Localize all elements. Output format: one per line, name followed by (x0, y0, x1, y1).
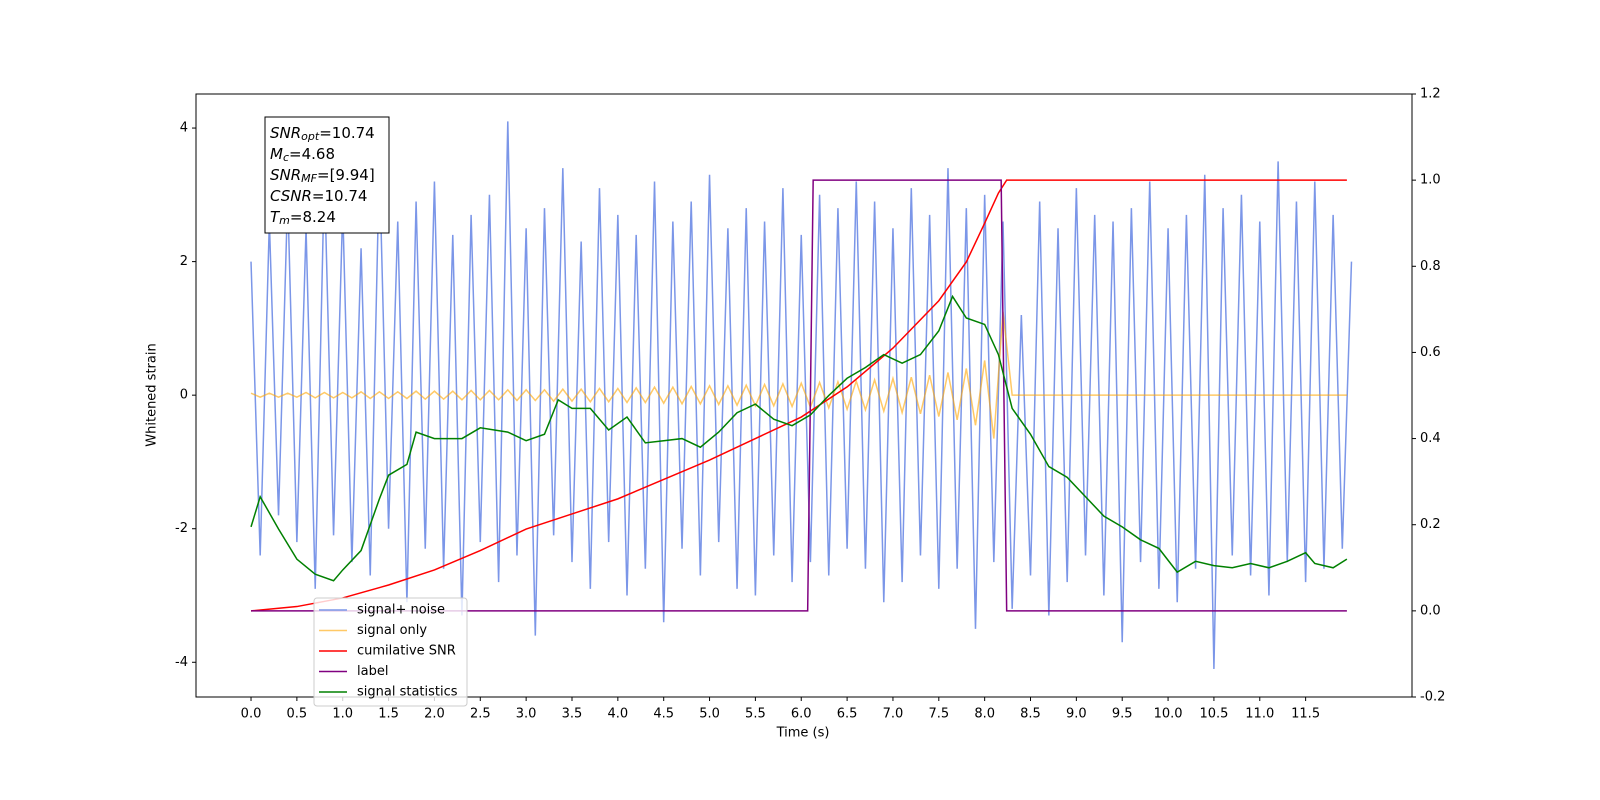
y-tick-label: 2 (180, 254, 188, 269)
y-tick-label: -2 (175, 521, 188, 536)
x-tick-label: 3.5 (562, 707, 583, 722)
x-tick-label: 9.0 (1066, 707, 1087, 722)
series-line (250, 179, 1347, 612)
x-tick-label: 9.5 (1112, 707, 1133, 722)
x-tick-label: 11.5 (1291, 707, 1320, 722)
y2-tick-label: 1.2 (1420, 87, 1441, 102)
y-tick-label: -4 (175, 655, 188, 670)
y-axis-label: Whitened strain (145, 343, 160, 446)
y2-tick-label: 0.0 (1420, 603, 1441, 618)
y2-tick-label: 0.2 (1420, 517, 1441, 532)
x-tick-label: 5.0 (699, 707, 720, 722)
series-line (250, 121, 1353, 669)
legend-label: signal statistics (357, 685, 458, 700)
annotation-box (264, 116, 390, 234)
annotation-sub: MF (301, 172, 317, 185)
series-line (250, 294, 1348, 582)
x-tick-label: 10.0 (1154, 707, 1183, 722)
x-tick-label: 6.0 (791, 707, 812, 722)
x-tick-label: 0.5 (287, 707, 308, 722)
x-tick-label: 11.0 (1245, 707, 1274, 722)
series-line (251, 179, 1347, 612)
y2-tick-label: 0.6 (1420, 345, 1441, 360)
annotation: Mc=4.68 (270, 145, 335, 165)
legend-box (313, 597, 468, 707)
annotation: Tm=8.24 (270, 208, 336, 228)
annotation-suffix: =8.24 (290, 208, 336, 226)
x-tick-label: 8.5 (1020, 707, 1041, 722)
x-tick-label: 7.0 (883, 707, 904, 722)
annotation: SNRopt=10.74 (270, 124, 375, 144)
annotation-text: M (270, 145, 283, 163)
x-tick-label: 1.5 (378, 707, 399, 722)
y2-tick-label: -0.2 (1420, 690, 1445, 705)
annotation-sub: c (283, 151, 289, 164)
annotation-text: CSNR (270, 187, 312, 205)
annotation-suffix: =4.68 (289, 145, 335, 163)
annotation: CSNR=10.74 (270, 187, 367, 205)
series-line (250, 311, 1347, 439)
annotation-text: SNR (270, 124, 301, 142)
annotation-sub: opt (301, 130, 320, 143)
x-tick-label: 0.0 (241, 707, 262, 722)
legend-label: cumilative SNR (357, 644, 456, 659)
x-tick-label: 7.5 (928, 707, 949, 722)
x-axis-label: Time (s) (776, 726, 830, 741)
annotation-text: SNR (270, 166, 301, 184)
annotation-suffix: =10.74 (319, 124, 375, 142)
y-tick-label: 0 (180, 388, 188, 403)
x-tick-label: 6.5 (837, 707, 858, 722)
annotation-suffix: =[9.94] (317, 166, 375, 184)
y2-tick-label: 0.8 (1420, 259, 1441, 274)
annotation-sub: m (279, 214, 290, 227)
x-tick-label: 4.0 (607, 707, 628, 722)
legend-label: signal+ noise (357, 603, 445, 618)
x-tick-label: 5.5 (745, 707, 766, 722)
x-tick-label: 8.0 (974, 707, 995, 722)
legend-label: label (357, 664, 388, 679)
y2-tick-label: 1.0 (1420, 173, 1441, 188)
x-tick-label: 2.5 (470, 707, 491, 722)
x-tick-label: 4.5 (653, 707, 674, 722)
annotation: SNRMF=[9.94] (270, 166, 375, 186)
legend-label: signal only (357, 623, 427, 638)
y-tick-label: 4 (180, 121, 188, 136)
annotation-text: T (270, 208, 281, 226)
x-tick-label: 3.0 (516, 707, 537, 722)
x-tick-label: 2.0 (424, 707, 445, 722)
x-tick-label: 10.5 (1199, 707, 1228, 722)
y2-tick-label: 0.4 (1420, 431, 1441, 446)
annotation-suffix: =10.74 (312, 187, 368, 205)
x-tick-label: 1.0 (332, 707, 353, 722)
